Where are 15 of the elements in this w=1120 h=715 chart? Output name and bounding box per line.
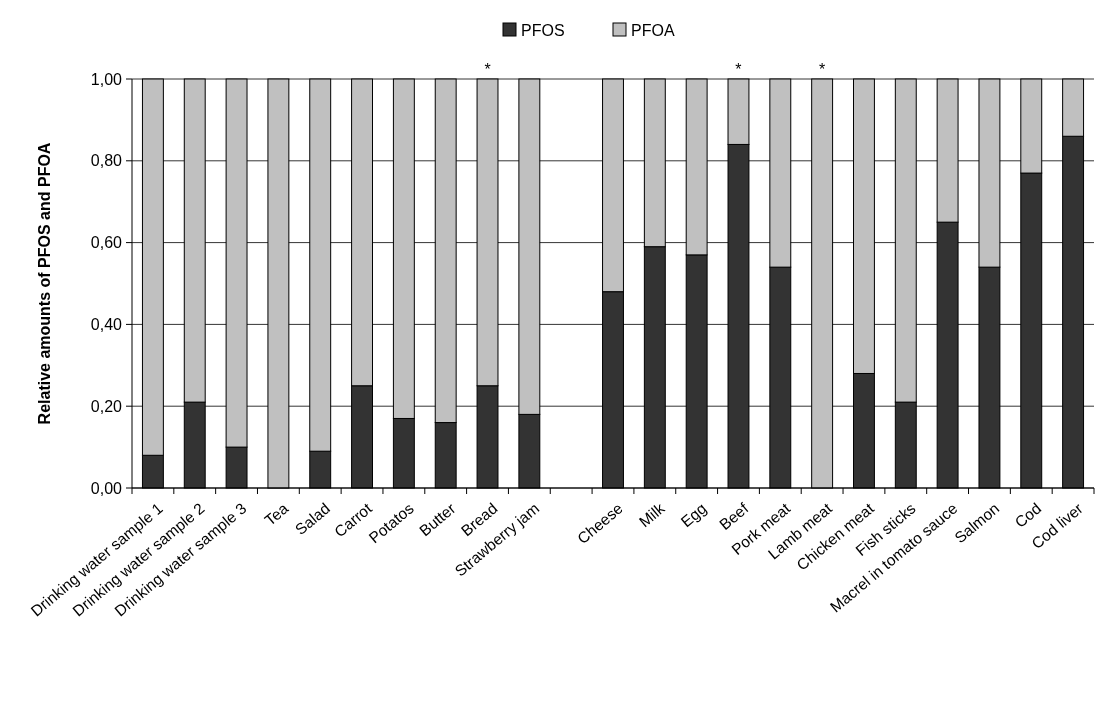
y-tick-label: 0,00 (90, 479, 123, 497)
y-tick-label: 1,00 (90, 70, 123, 88)
x-tick-label: Milk (635, 499, 668, 531)
y-axis-title: Relative amounts of PFOS and PFOA (36, 142, 53, 425)
legend-label: PFOA (631, 21, 675, 39)
y-tick-label: 0,40 (90, 316, 123, 333)
y-tick-label: 0,80 (90, 152, 123, 170)
y-tick-label: 0,20 (90, 397, 123, 415)
legend-label: PFOS (521, 21, 565, 39)
y-tick-label: 0,60 (90, 234, 123, 252)
x-tick-label: Tea (261, 499, 292, 529)
x-tick-label: Egg (677, 499, 710, 531)
annotation: * (819, 61, 826, 78)
annotation: * (735, 61, 742, 78)
annotation: * (484, 61, 491, 78)
